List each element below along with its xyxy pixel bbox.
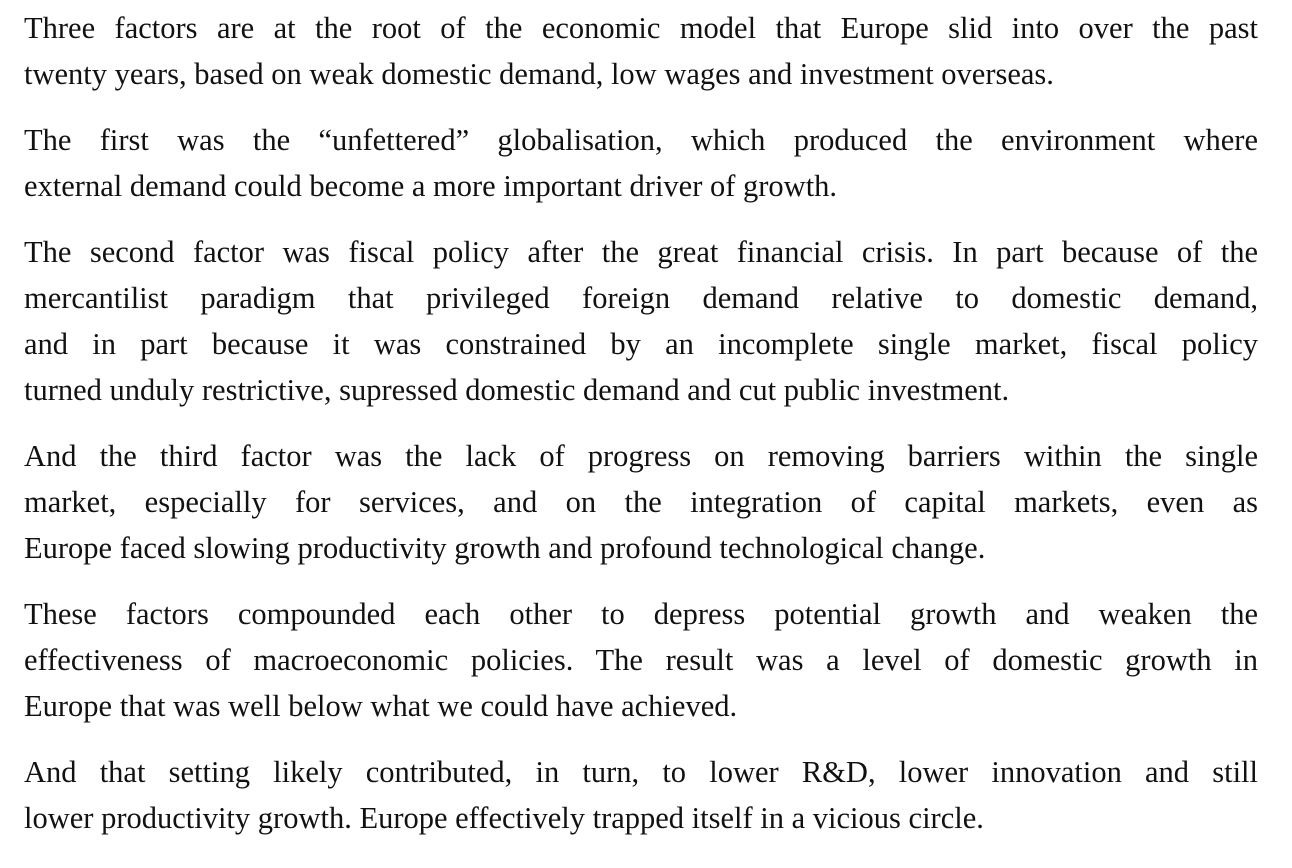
text-line: The second factor was fiscal policy afte… — [24, 235, 1258, 269]
text-line: lower productivity growth. Europe effect… — [24, 801, 984, 835]
paragraph: Three factors are at the root of the eco… — [24, 5, 1258, 97]
document: Three factors are at the root of the eco… — [24, 5, 1258, 861]
paragraph: And the third factor was the lack of pro… — [24, 433, 1258, 571]
paragraph: The first was the “unfettered” globalisa… — [24, 117, 1258, 209]
paragraph: These factors compounded each other to d… — [24, 591, 1258, 729]
text-line: and in part because it was constrained b… — [24, 327, 1258, 361]
text-line: effectiveness of macroeconomic policies.… — [24, 643, 1258, 677]
text-line: turned unduly restrictive, supressed dom… — [24, 373, 1010, 407]
text-line: market, especially for services, and on … — [24, 485, 1258, 519]
text-line: Europe faced slowing productivity growth… — [24, 531, 986, 565]
text-line: mercantilist paradigm that privileged fo… — [24, 281, 1258, 315]
text-line: twenty years, based on weak domestic dem… — [24, 57, 1054, 91]
text-line: And the third factor was the lack of pro… — [24, 439, 1258, 473]
text-line: Three factors are at the root of the eco… — [24, 11, 1258, 45]
text-line: external demand could become a more impo… — [24, 169, 838, 203]
text-line: And that setting likely contributed, in … — [24, 755, 1258, 789]
paragraph: And that setting likely contributed, in … — [24, 749, 1258, 841]
text-line: Europe that was well below what we could… — [24, 689, 738, 723]
text-line: These factors compounded each other to d… — [24, 597, 1258, 631]
text-line: The first was the “unfettered” globalisa… — [24, 123, 1258, 157]
paragraph: The second factor was fiscal policy afte… — [24, 229, 1258, 413]
